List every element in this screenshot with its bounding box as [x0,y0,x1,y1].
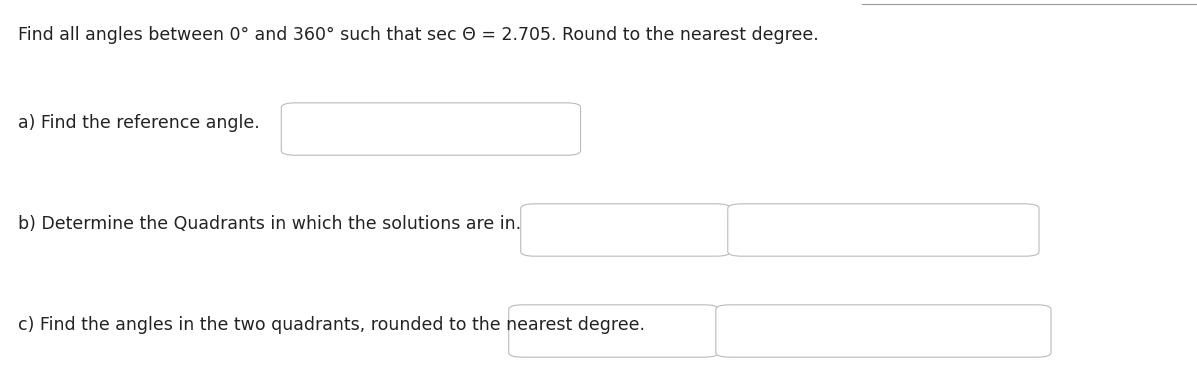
Text: b) Determine the Quadrants in which the solutions are in.: b) Determine the Quadrants in which the … [18,215,521,233]
FancyBboxPatch shape [728,204,1039,256]
FancyBboxPatch shape [716,305,1051,357]
Text: Find all angles between 0° and 360° such that sec Θ = 2.705. Round to the neares: Find all angles between 0° and 360° such… [18,26,819,44]
FancyBboxPatch shape [509,305,718,357]
FancyBboxPatch shape [281,103,581,155]
Text: a) Find the reference angle.: a) Find the reference angle. [18,114,260,132]
FancyBboxPatch shape [521,204,730,256]
Text: c) Find the angles in the two quadrants, rounded to the nearest degree.: c) Find the angles in the two quadrants,… [18,316,645,334]
